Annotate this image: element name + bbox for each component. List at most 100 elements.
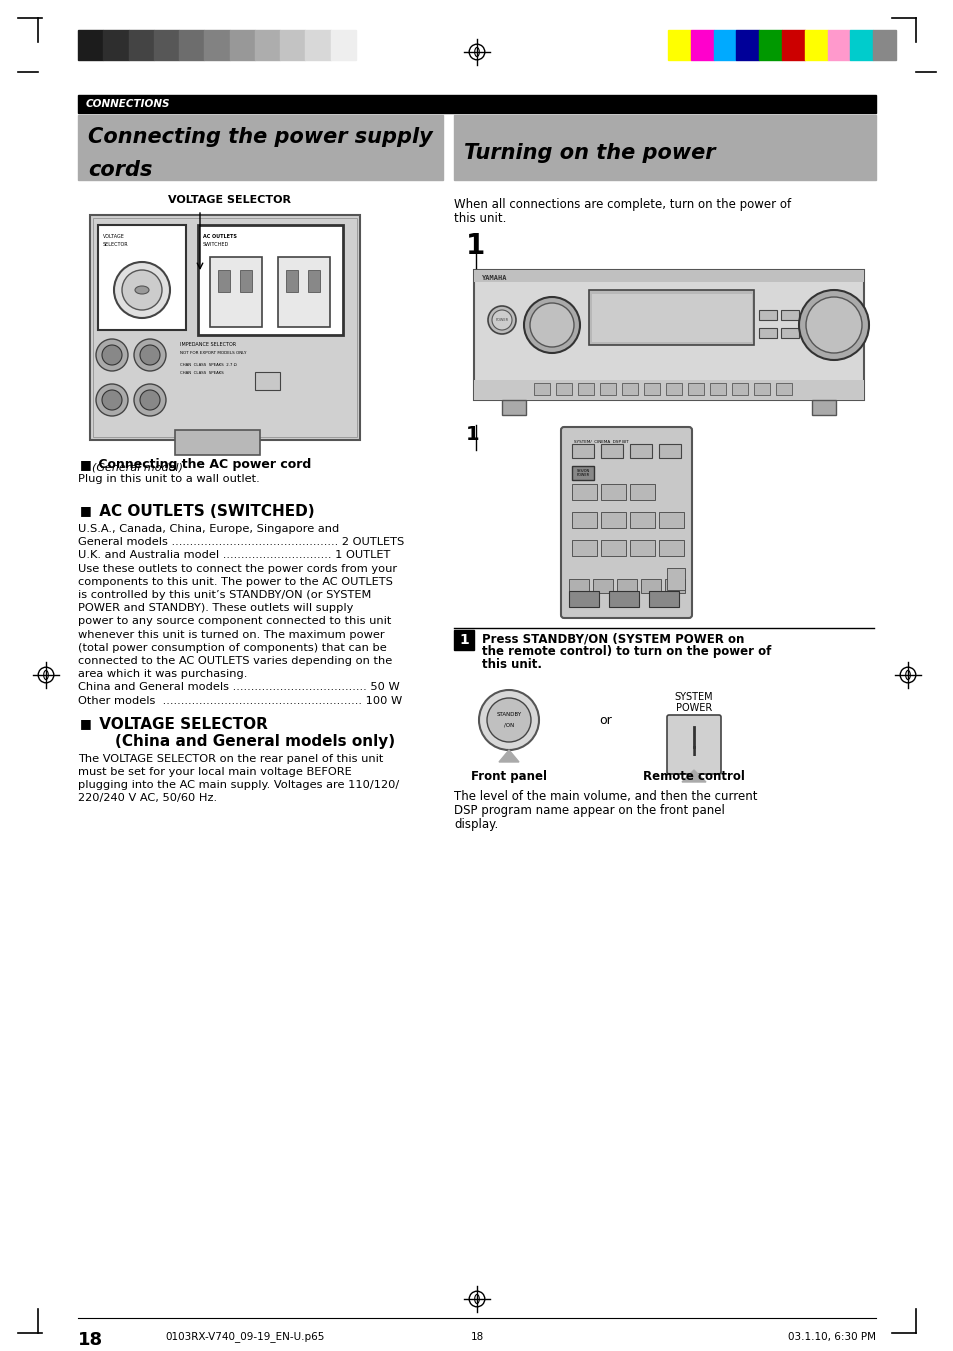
Text: must be set for your local main voltage BEFORE: must be set for your local main voltage … [78,767,352,777]
Bar [775,382,791,394]
Text: is controlled by this unit’s STANDBY/ON (or SYSTEM: is controlled by this unit’s STANDBY/ON … [78,590,371,600]
Text: CHAN  CLASS  SPEAKS: CHAN CLASS SPEAKS [180,372,224,376]
Circle shape [486,698,531,742]
Bar [90,215,359,440]
Bar [872,30,895,59]
Bar [713,30,736,59]
Text: STANDBY: STANDBY [496,712,521,716]
Text: NOT FOR EXPORT MODELS ONLY: NOT FOR EXPORT MODELS ONLY [180,351,246,355]
Text: area which it was purchasing.: area which it was purchasing. [78,669,247,680]
Text: (China and General models only): (China and General models only) [94,734,395,748]
Bar [600,540,625,557]
Bar [600,484,625,500]
Bar [572,466,594,480]
Bar [103,30,129,59]
Text: connected to the AC OUTLETS varies depending on the: connected to the AC OUTLETS varies depen… [78,657,392,666]
Bar [736,30,759,59]
Text: 18: 18 [78,1331,103,1350]
Text: components to this unit. The power to the AC OUTLETS: components to this unit. The power to th… [78,577,393,586]
Text: SYSTEM: SYSTEM [674,692,713,703]
Bar [690,30,713,59]
Circle shape [140,390,160,409]
Text: General models .............................................. 2 OUTLETS: General models .........................… [78,538,404,547]
Text: or: or [598,713,611,727]
Text: SWITCHED: SWITCHED [203,242,229,247]
Bar [556,382,572,394]
Bar [210,257,262,327]
Text: VOLTAGE: VOLTAGE [103,235,125,239]
Bar [608,590,639,607]
Text: whenever this unit is turned on. The maximum power: whenever this unit is turned on. The max… [78,630,384,639]
Text: Use these outlets to connect the power cords from your: Use these outlets to connect the power c… [78,563,396,574]
Bar [687,382,703,394]
Bar [811,400,835,415]
Bar [753,382,769,394]
Bar [659,512,683,528]
Text: this unit.: this unit. [481,658,541,671]
Bar [804,30,827,59]
Circle shape [530,303,574,347]
Text: When all connections are complete, turn on the power of: When all connections are complete, turn … [454,199,790,211]
Text: the remote control) to turn on the power of: the remote control) to turn on the power… [481,644,771,658]
Bar [174,430,260,455]
Text: 1: 1 [465,232,485,259]
Bar [572,484,597,500]
Bar [588,290,753,345]
Bar [78,115,442,180]
Bar [474,270,863,400]
Bar [667,30,690,59]
Circle shape [133,339,166,372]
Text: U.S.A., Canada, China, Europe, Singapore and: U.S.A., Canada, China, Europe, Singapore… [78,524,339,534]
Bar [593,580,613,593]
Text: YAMAHA: YAMAHA [481,276,507,281]
Text: CHAN  CLASS  SPEAKS  2.7 Ω: CHAN CLASS SPEAKS 2.7 Ω [180,363,236,367]
Text: 1: 1 [458,634,468,647]
Circle shape [102,390,122,409]
Bar [78,30,103,59]
Text: VOLTAGE SELECTOR: VOLTAGE SELECTOR [168,195,291,205]
Bar [179,30,204,59]
Text: Front panel: Front panel [471,770,546,784]
Text: POWER: POWER [495,317,508,322]
Bar [659,540,683,557]
Bar [230,30,254,59]
Text: The VOLTAGE SELECTOR on the rear panel of this unit: The VOLTAGE SELECTOR on the rear panel o… [78,754,383,763]
Bar [277,257,330,327]
Bar [781,328,799,338]
Text: 220/240 V AC, 50/60 Hz.: 220/240 V AC, 50/60 Hz. [78,793,217,804]
Bar [827,30,849,59]
Bar [78,95,875,113]
Bar [286,270,297,292]
Text: Connecting the AC power cord: Connecting the AC power cord [94,458,311,471]
Bar [129,30,153,59]
Circle shape [122,270,162,309]
Bar [572,540,597,557]
Text: I: I [691,744,696,759]
Text: 03.1.10, 6:30 PM: 03.1.10, 6:30 PM [787,1332,875,1342]
Bar [629,484,655,500]
Bar [759,309,776,320]
Text: SELECTOR: SELECTOR [103,242,129,247]
Text: POWER and STANDBY). These outlets will supply: POWER and STANDBY). These outlets will s… [78,603,353,613]
Bar [568,580,588,593]
Text: VOLTAGE SELECTOR: VOLTAGE SELECTOR [94,717,268,732]
Text: ■: ■ [80,458,91,471]
Ellipse shape [135,286,149,295]
Bar [648,590,679,607]
Circle shape [113,262,170,317]
Bar [572,512,597,528]
Text: (General model): (General model) [91,463,183,473]
FancyBboxPatch shape [666,715,720,774]
Bar [617,580,637,593]
Text: ■: ■ [80,717,91,730]
Circle shape [488,305,516,334]
Bar [709,382,725,394]
Text: The level of the main volume, and then the current: The level of the main volume, and then t… [454,790,757,802]
Bar [759,328,776,338]
Bar [629,512,655,528]
Text: Turning on the power: Turning on the power [463,143,715,163]
Circle shape [478,690,538,750]
Circle shape [96,384,128,416]
Text: (total power consumption of components) that can be: (total power consumption of components) … [78,643,386,653]
Text: display.: display. [454,817,497,831]
